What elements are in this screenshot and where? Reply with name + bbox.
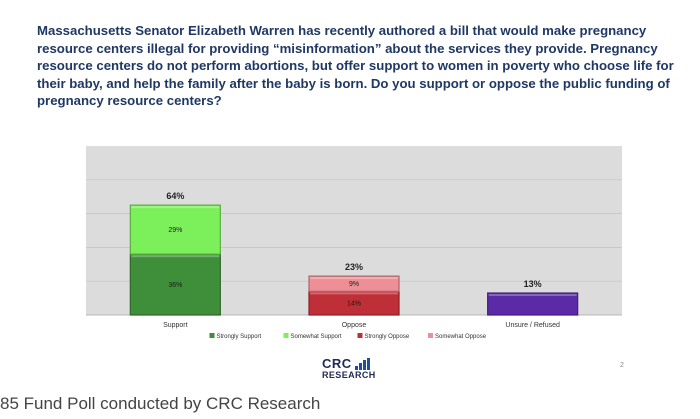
bar-segment [129,204,221,255]
image-caption: 85 Fund Poll conducted by CRC Research [0,394,321,413]
legend-label: Strongly Oppose [365,334,410,340]
data-label: 9% [349,281,359,288]
total-label: 64% [166,191,184,201]
bar-highlight [488,294,577,297]
logo-crc-text: CRC [322,356,352,371]
legend-label: Somewhat Oppose [435,334,487,340]
bar-highlight [310,292,398,295]
legend-swatch [428,333,433,338]
total-label: 23% [345,262,363,272]
question-text: Massachusetts Senator Elizabeth Warren h… [37,23,674,108]
x-tick-label: Support [163,322,188,329]
data-label: 29% [168,227,182,234]
data-label: 36% [168,282,182,289]
bar-highlight [131,255,220,258]
legend-swatch [209,333,215,338]
total-label: 13% [524,279,542,289]
logo-research-text: RESEARCH [322,370,376,380]
legend-swatch [283,333,289,338]
legend-label: Strongly Support [217,334,262,340]
bar-highlight [310,277,398,280]
legend-label: Somewhat Support [291,334,342,340]
x-tick-label: Oppose [342,322,367,329]
bar-highlight [131,206,220,209]
logo-bars-icon [354,358,371,370]
crc-research-logo: CRC RESEARCH [322,356,376,381]
x-tick-label: Unsure / Refused [505,322,560,329]
bar-segment [308,275,400,292]
bar-chart: 36% 29% 64% Support 14% 9% 23% Oppose 13% Unsure … [86,146,622,340]
slide: Massachusetts Senator Elizabeth Warren h… [37,23,674,381]
data-label: 14% [347,301,361,308]
page-number: 2 [620,362,624,369]
legend-swatch [357,333,363,338]
bar-segment [487,292,579,316]
